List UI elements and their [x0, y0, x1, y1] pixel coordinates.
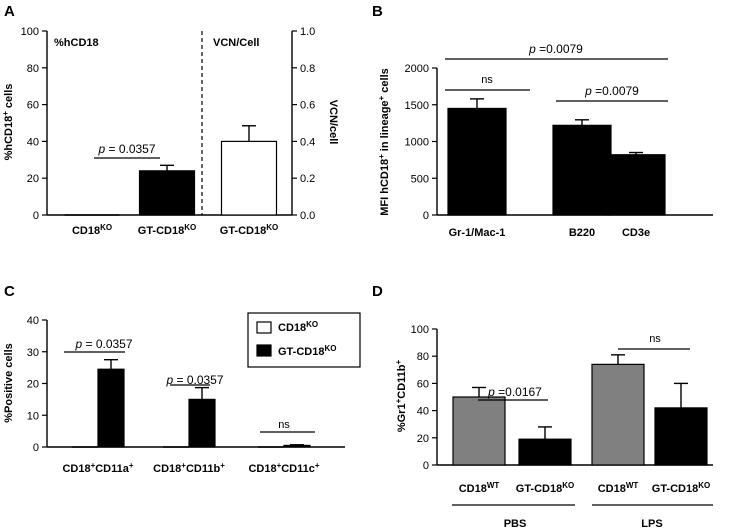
a-right-axis-tick-label: 1.0 [300, 26, 315, 38]
b-sig-label-ns: ns [481, 74, 493, 86]
a-right-axis-tick-label: 0.6 [300, 100, 315, 112]
b-y-axis-tick-label: 2000 [405, 63, 429, 75]
a-right-axis-tick-label: 0.2 [300, 173, 315, 185]
a-category-label: GT-CD18KO [138, 223, 196, 238]
b-category-label: CD3e [622, 227, 650, 239]
c-bar [97, 368, 125, 448]
c-y-axis-tick-label: 20 [27, 379, 39, 391]
b-y-axis-tick-label: 500 [411, 173, 429, 185]
b-sig-label-outer: p =0.0079 [528, 42, 583, 56]
d-sig-label-2: ns [649, 333, 661, 345]
d-y-axis-tick-label: 20 [417, 433, 429, 445]
a-section-label-right: VCN/Cell [213, 37, 259, 49]
a-left-ylabel: %hCD18+ cells [1, 84, 16, 161]
d-category-label: GT-CD18KO [652, 481, 710, 496]
d-y-axis-tick-label: 100 [411, 324, 429, 336]
c-legend-swatch-1 [256, 321, 272, 334]
a-category-label: CD18KO [72, 223, 112, 238]
c-legend-label-2: GT-CD18KO [278, 344, 336, 359]
b-category-label: B220 [569, 227, 595, 239]
d-bar [591, 363, 645, 466]
b-sig-label-right: p =0.0079 [584, 84, 639, 98]
d-ylabel: %Gr1+CD11b+ [394, 360, 409, 433]
c-legend-label-1: CD18KO [278, 320, 318, 335]
a-sig-label: p = 0.0357 [97, 142, 155, 156]
c-sig-label-1: p = 0.0357 [74, 337, 132, 351]
a-category-label: GT-CD18KO [220, 223, 278, 238]
a-left-axis-tick-label: 80 [27, 63, 39, 75]
d-bar [518, 438, 572, 466]
c-bar [283, 444, 311, 448]
c-sig-label-3: ns [278, 419, 290, 431]
c-ylabel: %Positive cells [3, 343, 15, 423]
b-bar [447, 107, 507, 216]
a-left-axis-tick-label: 100 [21, 26, 39, 38]
c-y-axis-tick-label: 40 [27, 315, 39, 327]
d-group-label-pbs: PBS [504, 518, 527, 530]
d-category-label: CD18WT [598, 481, 639, 496]
b-ylabel: MFI hCD18+ in lineage+ cells [377, 68, 392, 216]
a-bar [138, 170, 196, 216]
c-y-axis-tick-label: 10 [27, 410, 39, 422]
c-group-label: CD18+CD11a+ [62, 461, 133, 476]
b-bar [606, 154, 666, 216]
a-left-axis-tick-label: 20 [27, 173, 39, 185]
a-bar [220, 140, 278, 216]
panel-b: 0 500 1000 1500 2000 MFI hCD18+ in lineage+ c… [377, 42, 713, 239]
b-category-label: Gr-1/Mac-1 [449, 227, 506, 239]
c-group-label: CD18+CD11b+ [153, 461, 225, 476]
a-section-label-left: %hCD18 [54, 37, 99, 49]
d-y-axis-tick-label: 60 [417, 378, 429, 390]
panel-a-label: A [4, 3, 15, 20]
panel-b-label: B [372, 3, 383, 20]
d-group-label-lps: LPS [641, 518, 662, 530]
c-y-axis-tick-label: 0 [33, 442, 39, 454]
a-left-axis-tick-label: 40 [27, 136, 39, 148]
c-bar [188, 398, 216, 448]
a-right-axis-tick-label: 0.4 [300, 136, 315, 148]
a-right-axis-tick-label: 0.0 [300, 210, 315, 222]
b-y-axis-tick-label: 0 [423, 210, 429, 222]
d-y-axis-tick-label: 40 [417, 406, 429, 418]
d-category-label: GT-CD18KO [516, 481, 574, 496]
a-left-axis-tick-label: 0 [33, 210, 39, 222]
panel-c-label: C [4, 283, 15, 300]
d-category-label: CD18WT [459, 481, 500, 496]
c-y-axis-tick-label: 30 [27, 347, 39, 359]
a-left-axis-tick-label: 60 [27, 100, 39, 112]
a-right-ylabel: VCN/cell [327, 100, 339, 145]
c-legend-swatch-2 [256, 344, 272, 357]
panel-d: 0 20 40 60 80 100 %Gr1+CD11b+ p =0.0167 ns CD18WT… [394, 324, 713, 530]
panel-c: 0 10 20 30 40 %Positive cells p = 0.0357 p = 0.… [3, 312, 361, 476]
panel-d-label: D [372, 283, 383, 300]
c-sig-label-2: p = 0.0357 [165, 373, 223, 387]
panel-a: 0 20 40 60 80 100 0.0 0.2 0.4 0.6 0.8 1.0 %hCD18+ ce… [1, 26, 340, 237]
a-right-axis-tick-label: 0.8 [300, 63, 315, 75]
d-bar [654, 407, 708, 466]
d-sig-label-1: p =0.0167 [487, 385, 542, 399]
b-y-axis-tick-label: 1500 [405, 100, 429, 112]
d-y-axis-tick-label: 0 [423, 460, 429, 472]
b-y-axis-tick-label: 1000 [405, 137, 429, 149]
d-bar [452, 396, 506, 466]
c-group-label: CD18+CD11c+ [248, 461, 319, 476]
b-bar [552, 124, 612, 216]
d-y-axis-tick-label: 80 [417, 351, 429, 363]
